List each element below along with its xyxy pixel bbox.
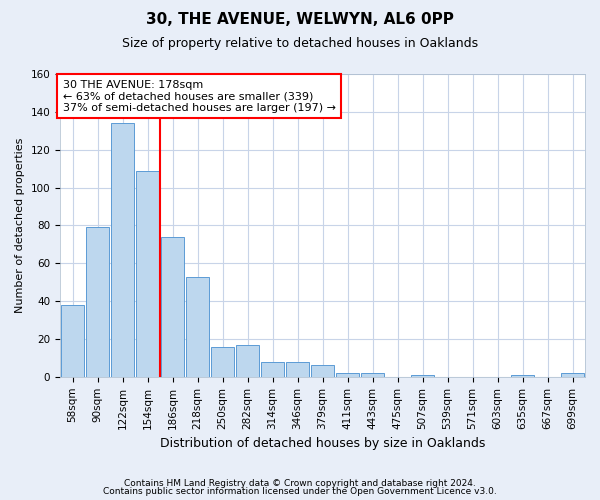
Text: Contains public sector information licensed under the Open Government Licence v3: Contains public sector information licen… <box>103 487 497 496</box>
X-axis label: Distribution of detached houses by size in Oaklands: Distribution of detached houses by size … <box>160 437 485 450</box>
Bar <box>86 228 109 377</box>
Bar <box>136 170 160 377</box>
Bar <box>110 123 134 377</box>
Bar <box>410 375 434 377</box>
Bar <box>236 344 259 377</box>
Bar <box>560 373 584 377</box>
Text: 30, THE AVENUE, WELWYN, AL6 0PP: 30, THE AVENUE, WELWYN, AL6 0PP <box>146 12 454 28</box>
Bar <box>361 373 385 377</box>
Bar <box>260 362 284 377</box>
Bar <box>511 375 535 377</box>
Text: 30 THE AVENUE: 178sqm
← 63% of detached houses are smaller (339)
37% of semi-det: 30 THE AVENUE: 178sqm ← 63% of detached … <box>62 80 335 113</box>
Bar <box>161 237 184 377</box>
Text: Contains HM Land Registry data © Crown copyright and database right 2024.: Contains HM Land Registry data © Crown c… <box>124 478 476 488</box>
Bar <box>335 373 359 377</box>
Bar <box>61 305 85 377</box>
Text: Size of property relative to detached houses in Oaklands: Size of property relative to detached ho… <box>122 38 478 51</box>
Bar <box>311 366 334 377</box>
Bar <box>211 346 235 377</box>
Y-axis label: Number of detached properties: Number of detached properties <box>15 138 25 313</box>
Bar <box>185 276 209 377</box>
Bar <box>286 362 310 377</box>
